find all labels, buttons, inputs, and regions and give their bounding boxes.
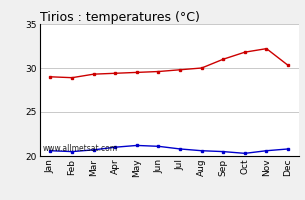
Text: www.allmetsat.com: www.allmetsat.com [42, 144, 117, 153]
Text: Tirios : temperatures (°C): Tirios : temperatures (°C) [40, 11, 199, 24]
